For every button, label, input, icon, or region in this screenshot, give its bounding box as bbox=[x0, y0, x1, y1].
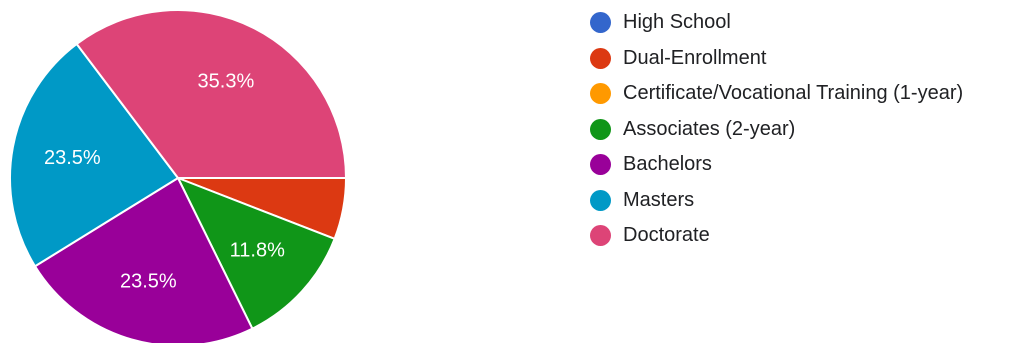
legend-label: Certificate/Vocational Training (1-year) bbox=[623, 82, 964, 105]
legend-item-masters: Masters bbox=[590, 183, 963, 219]
legend-label: Dual-Enrollment bbox=[623, 46, 767, 69]
legend-swatch bbox=[590, 225, 611, 247]
legend-label: Masters bbox=[623, 188, 695, 211]
legend-label: Bachelors bbox=[623, 153, 712, 176]
legend-item-bachelors: Bachelors bbox=[590, 147, 963, 183]
legend-item-associates-2-year: Associates (2-year) bbox=[590, 112, 963, 148]
legend-item-certificate-vocational-training-1-year: Certificate/Vocational Training (1-year) bbox=[590, 76, 963, 112]
pie-chart: 11.8% 23.5% 23.5% 35.3% bbox=[9, 9, 348, 343]
legend-label: Doctorate bbox=[623, 224, 710, 247]
legend-swatch bbox=[590, 12, 611, 34]
data-label-bachelors: 23.5% bbox=[120, 270, 177, 292]
data-label-doctorate: 35.3% bbox=[198, 71, 255, 93]
legend-swatch bbox=[590, 154, 611, 176]
legend-swatch bbox=[590, 47, 611, 69]
legend-item-doctorate: Doctorate bbox=[590, 218, 963, 254]
data-label-associates-2-year: 11.8% bbox=[230, 240, 285, 262]
legend-swatch bbox=[590, 118, 611, 140]
legend-swatch bbox=[590, 189, 611, 211]
legend-item-high-school: High School bbox=[590, 5, 963, 41]
legend-item-dual-enrollment: Dual-Enrollment bbox=[590, 41, 963, 77]
pie-slice-masters bbox=[9, 42, 180, 268]
pie-slice-bachelors bbox=[33, 176, 254, 343]
pie-slice-associates-2-year bbox=[175, 176, 336, 330]
legend-swatch bbox=[590, 83, 611, 105]
data-label-masters: 23.5% bbox=[44, 147, 101, 169]
legend-label: Associates (2-year) bbox=[623, 117, 796, 140]
pie-slice-doctorate bbox=[75, 9, 348, 179]
legend: High School Dual-Enrollment Certificate/Vo… bbox=[590, 5, 963, 254]
legend-label: High School bbox=[623, 11, 731, 34]
